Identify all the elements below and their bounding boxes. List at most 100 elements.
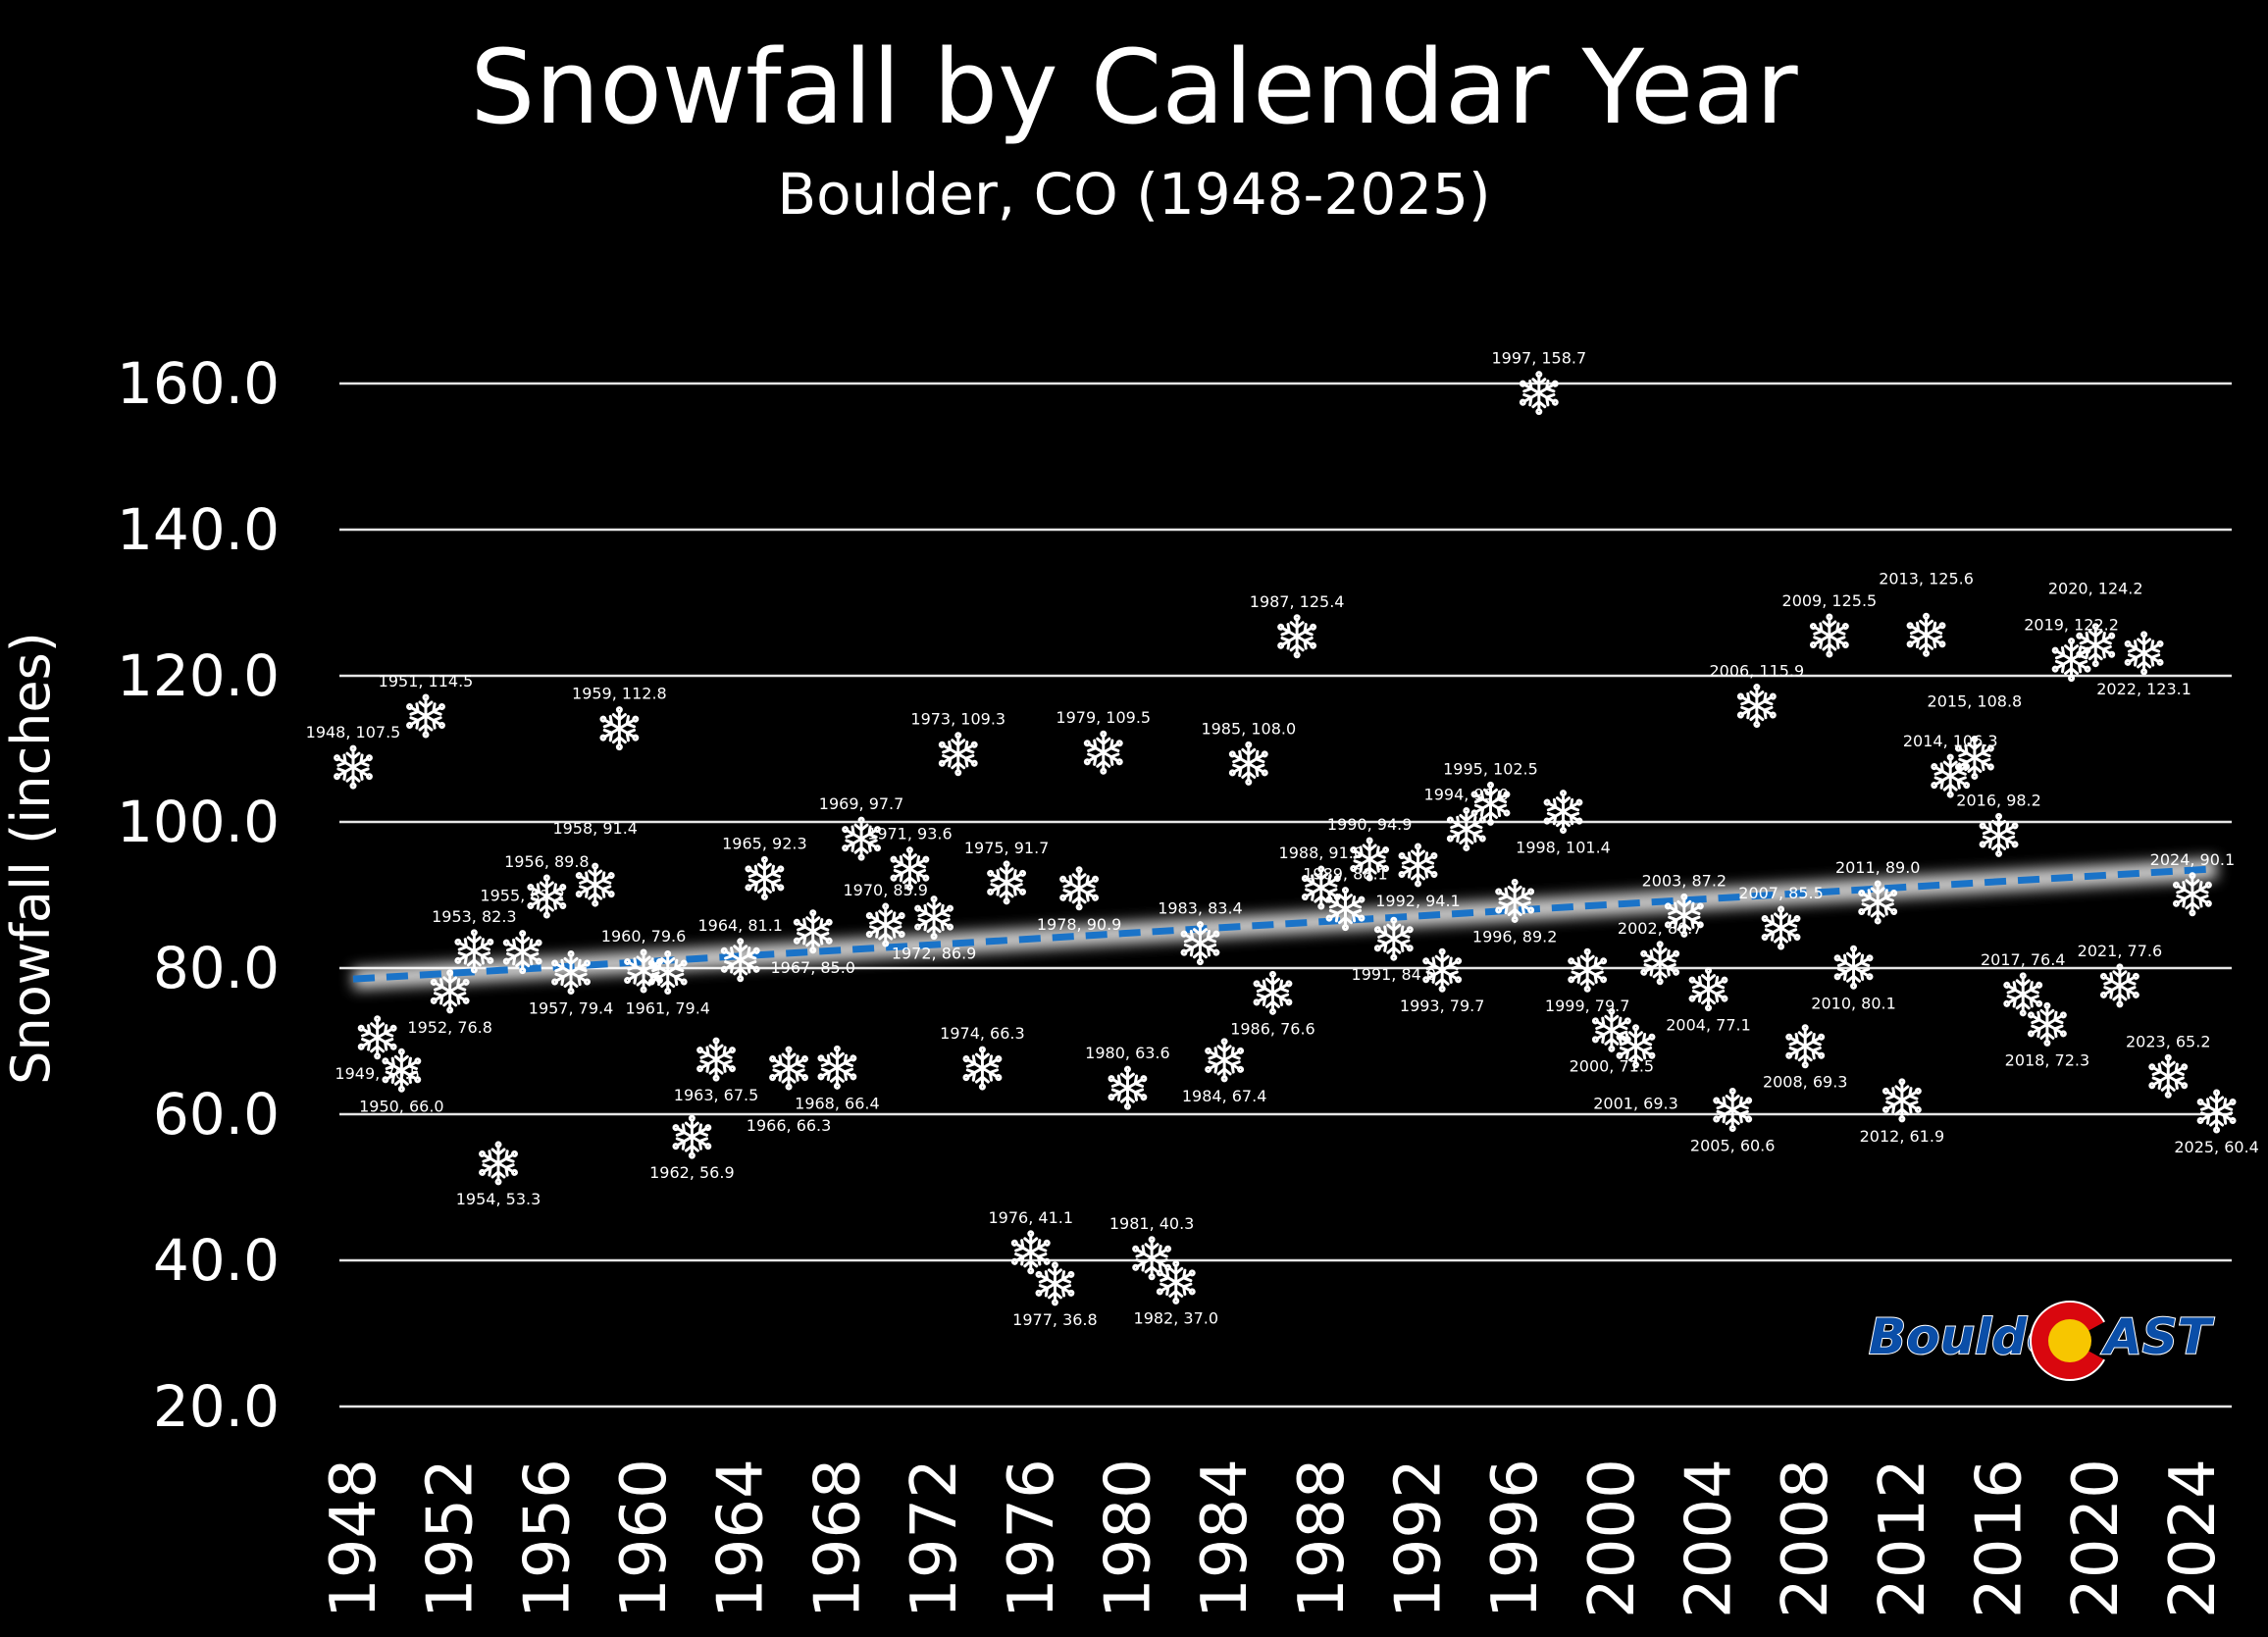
data-point-2025 (2195, 1091, 2237, 1132)
data-label: 2023, 65.2 (2126, 1032, 2211, 1050)
data-label: 1986, 76.6 (1230, 1019, 1315, 1038)
data-point-1959 (598, 708, 640, 749)
data-point-1976 (1010, 1232, 1052, 1273)
x-tick-label: 2016 (1964, 1458, 2036, 1618)
data-point-1951 (405, 695, 446, 737)
data-point-1948 (333, 746, 374, 788)
data-label: 1978, 90.9 (1037, 915, 1122, 934)
data-point-2022 (2123, 633, 2164, 674)
data-label: 2007, 85.5 (1738, 884, 1824, 902)
data-point-1963 (696, 1039, 737, 1080)
data-label: 1959, 112.8 (572, 685, 667, 703)
data-point-1999 (1567, 949, 1608, 991)
data-label: 1985, 108.0 (1201, 719, 1296, 738)
data-label: 2013, 125.6 (1879, 569, 1974, 588)
x-tick-label: 1964 (705, 1458, 778, 1618)
data-label: 2024, 90.1 (2150, 850, 2236, 869)
data-label: 1954, 53.3 (456, 1190, 541, 1208)
y-tick-label: 120.0 (117, 642, 280, 709)
data-point-1965 (744, 857, 785, 898)
data-point-2006 (1736, 686, 1778, 727)
data-label: 1972, 86.9 (892, 945, 977, 963)
data-label: 1955, 82.2 (480, 887, 565, 905)
y-tick-label: 140.0 (117, 496, 280, 563)
chart-title: Snowfall by Calendar Year (470, 27, 1798, 147)
data-label: 1948, 107.5 (306, 723, 401, 742)
y-tick-label: 20.0 (153, 1373, 280, 1440)
data-point-2016 (1978, 814, 2019, 855)
x-tick-label: 2004 (1674, 1458, 1746, 1618)
data-point-1966 (768, 1048, 809, 1089)
data-point-1962 (671, 1116, 712, 1157)
data-label: 1984, 67.4 (1182, 1087, 1267, 1105)
data-label: 1965, 92.3 (722, 834, 807, 852)
data-label: 2017, 76.4 (1981, 950, 2066, 969)
data-label: 1979, 109.5 (1056, 708, 1151, 727)
data-point-2005 (1712, 1090, 1753, 1131)
x-tick-label: 2012 (1867, 1458, 1939, 1618)
x-tick-label: 1960 (608, 1458, 681, 1618)
data-label: 1974, 66.3 (940, 1024, 1025, 1043)
data-label: 1998, 101.4 (1516, 839, 1611, 857)
data-label: 1997, 158.7 (1491, 349, 1586, 368)
data-point-1975 (986, 862, 1027, 903)
data-label: 2012, 61.9 (1860, 1127, 1945, 1146)
data-label: 1990, 94.9 (1327, 815, 1413, 834)
data-label: 2018, 72.3 (2005, 1050, 2090, 1069)
data-label: 1992, 94.1 (1375, 892, 1461, 910)
data-point-1980 (1107, 1067, 1148, 1108)
data-label: 1958, 91.4 (552, 819, 638, 838)
y-tick-label: 80.0 (153, 935, 280, 1001)
data-label: 2003, 87.2 (1642, 871, 1727, 890)
data-label: 2002, 80.7 (1618, 919, 1703, 938)
data-label: 1968, 66.4 (795, 1094, 880, 1112)
data-label: 1964, 81.1 (697, 916, 783, 935)
data-point-1997 (1519, 373, 1560, 414)
x-tick-label: 2020 (2060, 1458, 2133, 1618)
data-point-1987 (1276, 616, 1317, 657)
data-label: 1996, 89.2 (1472, 927, 1558, 946)
data-label: 1991, 84.0 (1352, 965, 1437, 984)
data-label: 1999, 79.7 (1545, 997, 1630, 1015)
data-label: 1963, 67.5 (674, 1086, 759, 1104)
data-label: 1950, 66.0 (359, 1097, 444, 1115)
data-point-2023 (2147, 1055, 2189, 1097)
data-label: 2019, 122.2 (2024, 616, 2119, 635)
data-point-2008 (1784, 1026, 1826, 1067)
data-point-1985 (1228, 742, 1269, 784)
data-label: 2001, 69.3 (1593, 1095, 1678, 1113)
data-label: 1976, 41.1 (989, 1208, 1074, 1227)
data-point-2002 (1639, 943, 1680, 984)
data-label: 1957, 79.4 (529, 998, 614, 1017)
data-label: 2014, 106.3 (1903, 732, 1998, 750)
data-point-1974 (961, 1048, 1003, 1089)
data-label: 1983, 83.4 (1158, 899, 1243, 918)
data-label: 2010, 80.1 (1811, 994, 1896, 1012)
data-label: 2022, 123.1 (2096, 680, 2191, 698)
x-tick-label: 1988 (1286, 1458, 1359, 1618)
data-label: 2020, 124.2 (2048, 580, 2143, 598)
data-label: 1961, 79.4 (625, 998, 710, 1017)
data-label: 1988, 91.0 (1279, 844, 1365, 862)
data-point-2019 (2050, 639, 2091, 681)
y-tick-label: 100.0 (117, 789, 280, 855)
data-label: 1967, 85.0 (770, 958, 855, 977)
data-point-2018 (2027, 1003, 2068, 1045)
x-tick-label: 1972 (899, 1458, 971, 1618)
data-label: 2006, 115.9 (1710, 662, 1805, 681)
x-tick-label: 1956 (511, 1458, 584, 1618)
data-point-2004 (1687, 969, 1728, 1010)
x-tick-label: 1976 (996, 1458, 1068, 1618)
data-label: 2025, 60.4 (2174, 1138, 2259, 1156)
data-label: 1962, 56.9 (649, 1163, 735, 1182)
data-label: 2021, 77.6 (2078, 942, 2163, 960)
data-label: 1975, 91.7 (964, 839, 1050, 857)
data-label: 2011, 89.0 (1835, 858, 1921, 877)
data-label: 1952, 76.8 (407, 1018, 492, 1037)
data-point-1949 (356, 1017, 397, 1058)
x-tick-label: 1968 (801, 1458, 874, 1618)
y-tick-label: 160.0 (117, 350, 280, 417)
data-point-1986 (1252, 972, 1293, 1013)
data-label: 1966, 66.3 (747, 1116, 832, 1135)
data-point-2017 (2002, 974, 2043, 1015)
